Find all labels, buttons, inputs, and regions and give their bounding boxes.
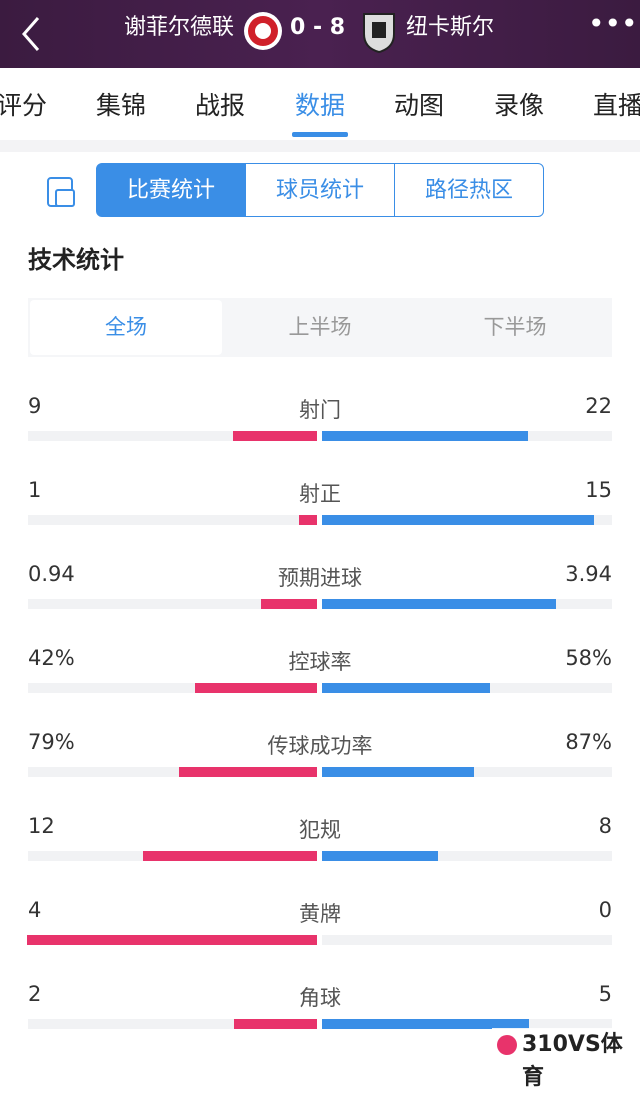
bar-track <box>28 515 317 525</box>
tab[interactable]: 录像 <box>493 91 545 120</box>
home-bar <box>234 1019 317 1029</box>
away-logo <box>363 13 395 54</box>
bar-track <box>28 1019 317 1029</box>
tab[interactable]: 直播 <box>592 91 640 120</box>
score: 0 - 8 <box>290 15 346 40</box>
stat-home: 4 <box>28 898 42 922</box>
stats: 9 射门 22 1 射正 15 0.94 预期进球 3.94 42% 控球率 58% 79% 传球成功率 8… <box>27 394 612 1029</box>
home-team: 谢菲尔德联 <box>123 15 234 40</box>
away-bar <box>322 767 474 777</box>
home-bar <box>143 851 317 861</box>
stat-name: 黄牌 <box>299 902 341 926</box>
watermark: 310VS体育 <box>492 1028 640 1090</box>
bar-track <box>28 431 317 441</box>
bar-track <box>322 515 612 525</box>
bar-track <box>322 599 612 609</box>
header: 谢菲尔德联 0 - 8 纽卡斯尔 ••• <box>0 0 640 68</box>
period-tab[interactable]: 全场 <box>30 300 222 355</box>
stat-away: 15 <box>585 478 612 502</box>
home-bar <box>232 431 317 441</box>
home-bar <box>27 935 317 945</box>
tab[interactable]: 数据 <box>294 91 346 120</box>
away-bar <box>322 599 557 609</box>
stat-name: 角球 <box>299 986 341 1010</box>
tab-underline <box>292 132 348 137</box>
tab[interactable]: 战报 <box>194 91 246 120</box>
stat-name: 射正 <box>299 482 341 506</box>
tab[interactable]: 动图 <box>393 91 445 120</box>
away-bar <box>322 851 438 861</box>
stat-away: 0 <box>598 898 612 922</box>
stat-name: 射门 <box>299 398 341 422</box>
away-team: 纽卡斯尔 <box>406 15 495 40</box>
bar-track <box>28 767 317 777</box>
watermark-logo <box>497 1035 517 1055</box>
period-tab[interactable]: 下半场 <box>483 315 547 339</box>
bar-track <box>322 431 612 441</box>
bar-track <box>322 935 612 945</box>
stat-home: 9 <box>28 394 42 418</box>
period-tab[interactable]: 上半场 <box>288 315 352 339</box>
bar-track <box>28 683 317 693</box>
stat-away: 22 <box>585 394 612 418</box>
stat-home: 79% <box>28 730 75 754</box>
stat-away: 3.94 <box>565 562 612 586</box>
stat-home: 0.94 <box>28 562 75 586</box>
stat-name: 控球率 <box>288 650 352 674</box>
stat-home: 42% <box>28 646 75 670</box>
stat-home: 1 <box>28 478 42 502</box>
segment[interactable]: 路径热区 <box>394 163 544 217</box>
stat-home: 12 <box>28 814 55 838</box>
tab[interactable]: 评分 <box>0 91 48 120</box>
more-button[interactable]: ••• <box>588 7 638 40</box>
section-title: 技术统计 <box>28 246 124 274</box>
stat-away: 87% <box>565 730 612 754</box>
stat-away: 5 <box>598 982 612 1006</box>
bar-track <box>322 683 612 693</box>
stat-name: 传球成功率 <box>267 734 373 758</box>
bar-track <box>28 599 317 609</box>
bar-track <box>322 851 612 861</box>
share-icon[interactable] <box>44 174 78 210</box>
home-logo <box>244 12 282 50</box>
stat-name: 犯规 <box>299 818 341 842</box>
away-bar <box>322 515 594 525</box>
tab[interactable]: 集锦 <box>95 91 147 120</box>
back-button[interactable] <box>20 14 44 54</box>
away-bar <box>322 683 491 693</box>
stat-home: 2 <box>28 982 42 1006</box>
segment[interactable]: 比赛统计 <box>96 163 246 217</box>
home-bar <box>178 767 317 777</box>
home-bar <box>261 599 317 609</box>
watermark-text: 310VS体育 <box>522 1032 623 1090</box>
bar-track <box>322 767 612 777</box>
stat-away: 8 <box>598 814 612 838</box>
tab-bar: 评分 集锦 战报 数据 动图 录像 直播 <box>0 68 640 152</box>
stat-name: 预期进球 <box>278 566 362 590</box>
home-bar <box>298 515 317 525</box>
bar-track <box>28 851 317 861</box>
bar-track <box>28 935 317 945</box>
away-bar <box>322 431 528 441</box>
segment[interactable]: 球员统计 <box>245 163 395 217</box>
home-bar <box>195 683 317 693</box>
stat-away: 58% <box>565 646 612 670</box>
